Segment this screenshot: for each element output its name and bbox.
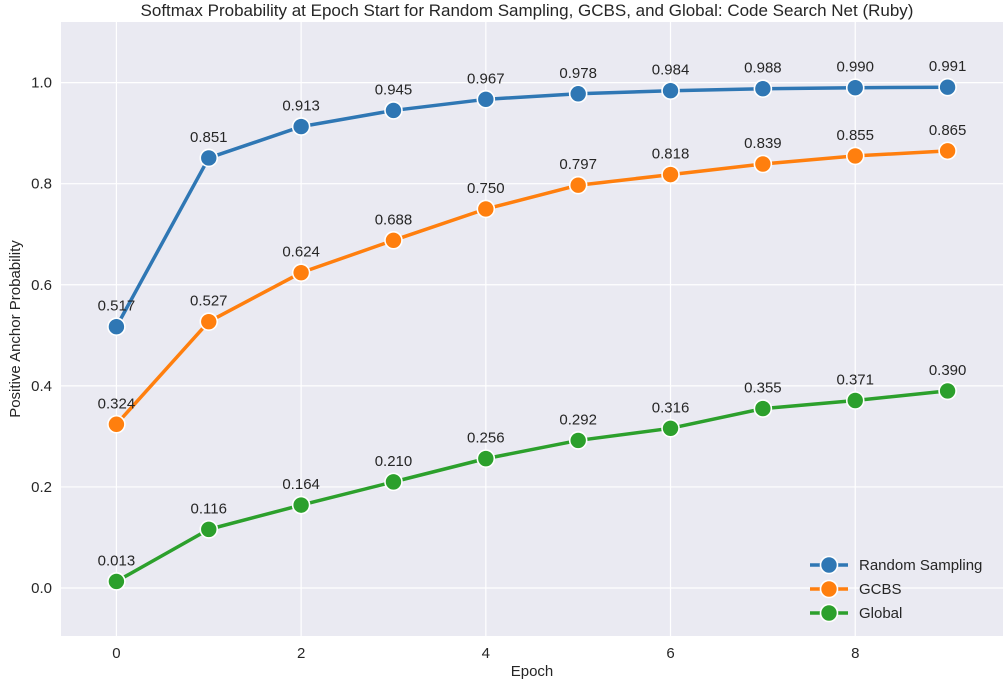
series-layer	[107, 77, 957, 591]
data-label: 0.967	[467, 70, 505, 87]
data-labels: 0.517 0.851 0.913 0.945 0.967 0.978 0.984 0.988…	[98, 58, 967, 569]
data-point	[384, 101, 403, 120]
data-point	[661, 165, 680, 184]
data-label: 0.818	[652, 146, 690, 163]
series-line	[114, 389, 950, 584]
data-label: 0.390	[929, 362, 967, 379]
data-label: 0.913	[282, 98, 320, 115]
series-gcbs	[107, 141, 957, 434]
legend: Random Sampling GCBS Global	[810, 555, 982, 623]
data-point	[199, 520, 219, 539]
data-point	[107, 572, 126, 591]
data-point	[199, 148, 219, 168]
data-label: 0.355	[744, 380, 782, 397]
legend-label: Global	[859, 605, 902, 622]
y-axis-ticks: 0.0 0.2 0.4 0.6 0.8 1.0	[31, 75, 52, 597]
x-tick-label: 0	[112, 645, 120, 662]
plot-background	[61, 22, 1003, 636]
data-label: 0.750	[467, 180, 505, 197]
data-label: 0.988	[744, 60, 782, 77]
x-tick-label: 4	[482, 645, 490, 662]
data-label: 0.324	[98, 395, 136, 412]
x-tick-label: 6	[666, 645, 674, 662]
data-label: 0.164	[282, 476, 320, 493]
data-label: 0.990	[836, 59, 874, 76]
data-point	[661, 419, 680, 438]
data-point	[291, 263, 311, 282]
data-label: 0.292	[559, 411, 597, 428]
data-point	[384, 472, 403, 492]
y-tick-label: 0.2	[31, 479, 52, 496]
data-point	[938, 141, 957, 161]
data-point	[845, 146, 865, 166]
legend-label: Random Sampling	[859, 557, 982, 574]
data-point	[476, 449, 496, 468]
data-point	[845, 78, 865, 97]
data-label: 0.517	[98, 298, 136, 315]
series-global	[107, 381, 957, 591]
data-point	[476, 90, 496, 109]
data-label: 0.839	[744, 135, 782, 152]
data-label: 0.991	[929, 58, 967, 75]
data-point	[661, 81, 680, 101]
data-point	[107, 317, 126, 337]
data-label: 0.851	[190, 129, 228, 146]
data-label: 0.013	[98, 552, 136, 569]
legend-item: Global	[810, 603, 902, 623]
y-axis-label: Positive Anchor Probability	[7, 240, 24, 418]
legend-item: GCBS	[810, 579, 902, 599]
data-label: 0.945	[375, 81, 413, 98]
data-point	[291, 495, 311, 515]
data-point	[107, 414, 126, 434]
series-random-sampling	[107, 77, 957, 337]
data-point	[568, 84, 588, 104]
data-label: 0.116	[191, 500, 227, 517]
data-label: 0.855	[836, 127, 874, 144]
data-label: 0.210	[375, 453, 413, 470]
data-label: 0.527	[190, 293, 228, 310]
data-point	[568, 175, 588, 195]
legend-item: Random Sampling	[810, 555, 982, 575]
data-point	[938, 77, 957, 97]
data-point	[384, 231, 403, 250]
data-label: 0.688	[375, 211, 413, 228]
legend-marker	[819, 555, 839, 575]
legend-label: GCBS	[859, 581, 902, 598]
y-tick-label: 0.0	[31, 580, 52, 597]
data-label: 0.256	[467, 430, 505, 447]
x-tick-label: 8	[851, 645, 859, 662]
data-point	[753, 79, 773, 99]
data-point	[476, 199, 496, 219]
data-label: 0.978	[559, 65, 597, 82]
data-label: 0.624	[282, 244, 320, 261]
y-tick-label: 0.8	[31, 176, 52, 193]
y-tick-label: 1.0	[31, 75, 52, 92]
data-point	[568, 431, 588, 450]
data-label: 0.984	[652, 62, 690, 79]
data-label: 0.797	[559, 156, 597, 173]
legend-marker	[819, 579, 839, 599]
x-axis-label: Epoch	[511, 663, 554, 680]
x-tick-label: 2	[297, 645, 305, 662]
x-axis-ticks: 0 2 4 6 8	[112, 645, 859, 662]
chart-title: Softmax Probability at Epoch Start for R…	[141, 1, 914, 20]
data-point	[753, 399, 773, 418]
data-label: 0.865	[929, 122, 967, 139]
data-point	[845, 391, 865, 410]
y-tick-label: 0.6	[31, 277, 52, 294]
series-line	[114, 85, 950, 329]
series-line	[114, 149, 950, 427]
data-point	[199, 312, 219, 331]
data-point	[753, 154, 773, 174]
data-label: 0.316	[652, 399, 690, 416]
y-tick-label: 0.4	[31, 378, 52, 395]
data-point	[938, 381, 957, 401]
data-label: 0.371	[836, 372, 874, 389]
legend-marker	[819, 603, 839, 623]
data-point	[291, 117, 311, 136]
